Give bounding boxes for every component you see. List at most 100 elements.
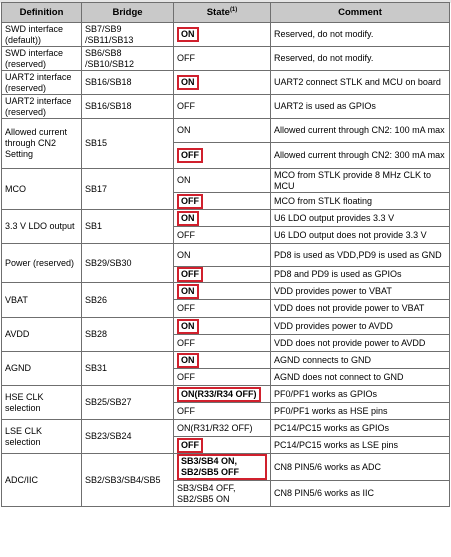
state-cell: OFF bbox=[173, 142, 271, 169]
header-bridge: Bridge bbox=[81, 2, 174, 23]
table-row: SWD interface (default)) SB7/SB9 /SB11/S… bbox=[1, 22, 450, 47]
comment-cell: AGND connects to GND bbox=[270, 351, 450, 369]
comment-cell: AGND does not connect to GND bbox=[270, 368, 450, 386]
header-state-label: State bbox=[206, 7, 230, 18]
state-cell: SB3/SB4 OFF, SB2/SB5 ON bbox=[173, 480, 271, 507]
table-row: OFF AGND does not connect to GND bbox=[2, 368, 450, 386]
state-cell: OFF bbox=[173, 436, 271, 454]
highlighted-state: ON bbox=[177, 283, 199, 299]
table-row: OFF PD8 and PD9 is used as GPIOs bbox=[2, 266, 450, 283]
table-row: ADC/IIC SB2/SB3/SB4/SB5 SB3/SB4 ON, SB2/… bbox=[1, 453, 450, 507]
state-cell: OFF bbox=[173, 299, 271, 318]
state-cell: ON bbox=[173, 22, 271, 47]
bridge-cell: SB16/SB18 bbox=[81, 94, 174, 119]
state-cell: OFF bbox=[173, 334, 271, 352]
table-row: OFF PF0/PF1 works as HSE pins bbox=[2, 402, 450, 420]
definition-cell: UART2 interface (reserved) bbox=[1, 94, 82, 119]
bridge-cell: SB7/SB9 /SB11/SB13 bbox=[81, 22, 174, 47]
highlighted-state: OFF bbox=[177, 148, 203, 163]
comment-cell: MCO from STLK provide 8 MHz CLK to MCU bbox=[270, 168, 450, 193]
highlighted-state: OFF bbox=[177, 437, 203, 453]
highlighted-state: ON(R33/R34 OFF) bbox=[177, 386, 261, 402]
comment-cell: PD8 is used as VDD,PD9 is used as GND bbox=[270, 243, 450, 267]
state-cell: ON bbox=[173, 243, 271, 267]
definition-cell: LSE CLK selection bbox=[1, 419, 82, 454]
comment-cell: CN8 PIN5/6 works as ADC bbox=[270, 453, 450, 481]
state-cell: OFF bbox=[173, 368, 271, 386]
state-cell: OFF bbox=[173, 94, 271, 119]
comment-cell: UART2 is used as GPIOs bbox=[270, 94, 450, 119]
state-cell: OFF bbox=[173, 192, 271, 210]
table-row: MCO SB17 ON MCO from STLK provide 8 MHz … bbox=[1, 168, 450, 210]
table-row: 3.3 V LDO output SB1 ON U6 LDO output pr… bbox=[1, 209, 450, 244]
comment-cell: PD8 and PD9 is used as GPIOs bbox=[270, 266, 450, 283]
comment-cell: Reserved, do not modify. bbox=[270, 46, 450, 71]
highlighted-state: ON bbox=[177, 27, 199, 42]
comment-cell: PC14/PC15 works as LSE pins bbox=[270, 436, 450, 454]
jumper-settings-table: Definition Bridge State(1) Comment SWD i… bbox=[1, 2, 450, 507]
definition-cell: AVDD bbox=[1, 317, 82, 352]
state-cell: ON bbox=[173, 118, 271, 143]
table-row: HSE CLK selection SB25/SB27 ON(R33/R34 O… bbox=[1, 385, 450, 420]
comment-cell: VDD provides power to AVDD bbox=[270, 317, 450, 335]
table-row: AVDD SB28 ON VDD provides power to AVDD bbox=[1, 317, 450, 352]
comment-cell: VDD provides power to VBAT bbox=[270, 282, 450, 300]
bridge-cell: SB29/SB30 bbox=[81, 243, 174, 283]
definition-cell: UART2 interface (reserved) bbox=[1, 70, 82, 95]
table-row: SWD interface (reserved) SB6/SB8 /SB10/S… bbox=[1, 46, 450, 71]
highlighted-state: OFF bbox=[177, 193, 203, 209]
bridge-cell: SB16/SB18 bbox=[81, 70, 174, 95]
state-cell: OFF bbox=[173, 226, 271, 244]
header-state: State(1) bbox=[173, 2, 271, 23]
bridge-cell: SB17 bbox=[81, 168, 174, 210]
bridge-cell: SB31 bbox=[81, 351, 174, 386]
state-cell: ON bbox=[173, 282, 271, 300]
state-cell: ON(R33/R34 OFF) bbox=[173, 385, 271, 403]
table-row: AGND SB31 ON AGND connects to GND bbox=[1, 351, 450, 386]
comment-cell: U6 LDO output does not provide 3.3 V bbox=[270, 226, 450, 244]
highlighted-state: ON bbox=[177, 210, 199, 226]
state-cell: ON bbox=[173, 70, 271, 95]
comment-cell: UART2 connect STLK and MCU on board bbox=[270, 70, 450, 95]
header-definition: Definition bbox=[1, 2, 82, 23]
state-cell: ON bbox=[173, 168, 271, 193]
state-cell: ON bbox=[173, 209, 271, 227]
table-row: SB3/SB4 OFF, SB2/SB5 ON CN8 PIN5/6 works… bbox=[2, 480, 450, 507]
definition-cell: HSE CLK selection bbox=[1, 385, 82, 420]
highlighted-state: ON bbox=[177, 352, 199, 368]
bridge-cell: SB1 bbox=[81, 209, 174, 244]
comment-cell: CN8 PIN5/6 works as IIC bbox=[270, 480, 450, 507]
bridge-cell: SB23/SB24 bbox=[81, 419, 174, 454]
state-cell: OFF bbox=[173, 266, 271, 283]
table-header-row: Definition Bridge State(1) Comment bbox=[1, 2, 450, 23]
table-row: UART2 interface (reserved) SB16/SB18 OFF… bbox=[1, 94, 450, 119]
state-cell: OFF bbox=[173, 402, 271, 420]
bridge-cell: SB2/SB3/SB4/SB5 bbox=[81, 453, 174, 507]
state-cell: ON(R31/R32 OFF) bbox=[173, 419, 271, 437]
bridge-cell: SB25/SB27 bbox=[81, 385, 174, 420]
comment-cell: VDD does not provide power to AVDD bbox=[270, 334, 450, 352]
comment-cell: PC14/PC15 works as GPIOs bbox=[270, 419, 450, 437]
comment-cell: Allowed current through CN2: 100 mA max bbox=[270, 118, 450, 143]
table-row: LSE CLK selection SB23/SB24 ON(R31/R32 O… bbox=[1, 419, 450, 454]
comment-cell: VDD does not provide power to VBAT bbox=[270, 299, 450, 318]
table-row: UART2 interface (reserved) SB16/SB18 ON … bbox=[1, 70, 450, 95]
comment-cell: Reserved, do not modify. bbox=[270, 22, 450, 47]
comment-cell: PF0/PF1 works as HSE pins bbox=[270, 402, 450, 420]
definition-cell: Power (reserved) bbox=[1, 243, 82, 283]
top-strip bbox=[0, 0, 451, 3]
highlighted-state: SB3/SB4 ON, SB2/SB5 OFF bbox=[177, 454, 267, 480]
definition-cell: VBAT bbox=[1, 282, 82, 318]
table-row: OFF Allowed current through CN2: 300 mA … bbox=[2, 142, 450, 169]
state-cell: OFF bbox=[173, 46, 271, 71]
bridge-cell: SB15 bbox=[81, 118, 174, 169]
comment-cell: PF0/PF1 works as GPIOs bbox=[270, 385, 450, 403]
state-cell: SB3/SB4 ON, SB2/SB5 OFF bbox=[173, 453, 271, 481]
highlighted-state: ON bbox=[177, 75, 199, 90]
highlighted-state: ON bbox=[177, 318, 199, 334]
comment-cell: Allowed current through CN2: 300 mA max bbox=[270, 142, 450, 169]
bridge-cell: SB28 bbox=[81, 317, 174, 352]
comment-cell: U6 LDO output provides 3.3 V bbox=[270, 209, 450, 227]
definition-cell: Allowed current through CN2 Setting bbox=[1, 118, 82, 169]
table-row: Power (reserved) SB29/SB30 ON PD8 is use… bbox=[1, 243, 450, 283]
